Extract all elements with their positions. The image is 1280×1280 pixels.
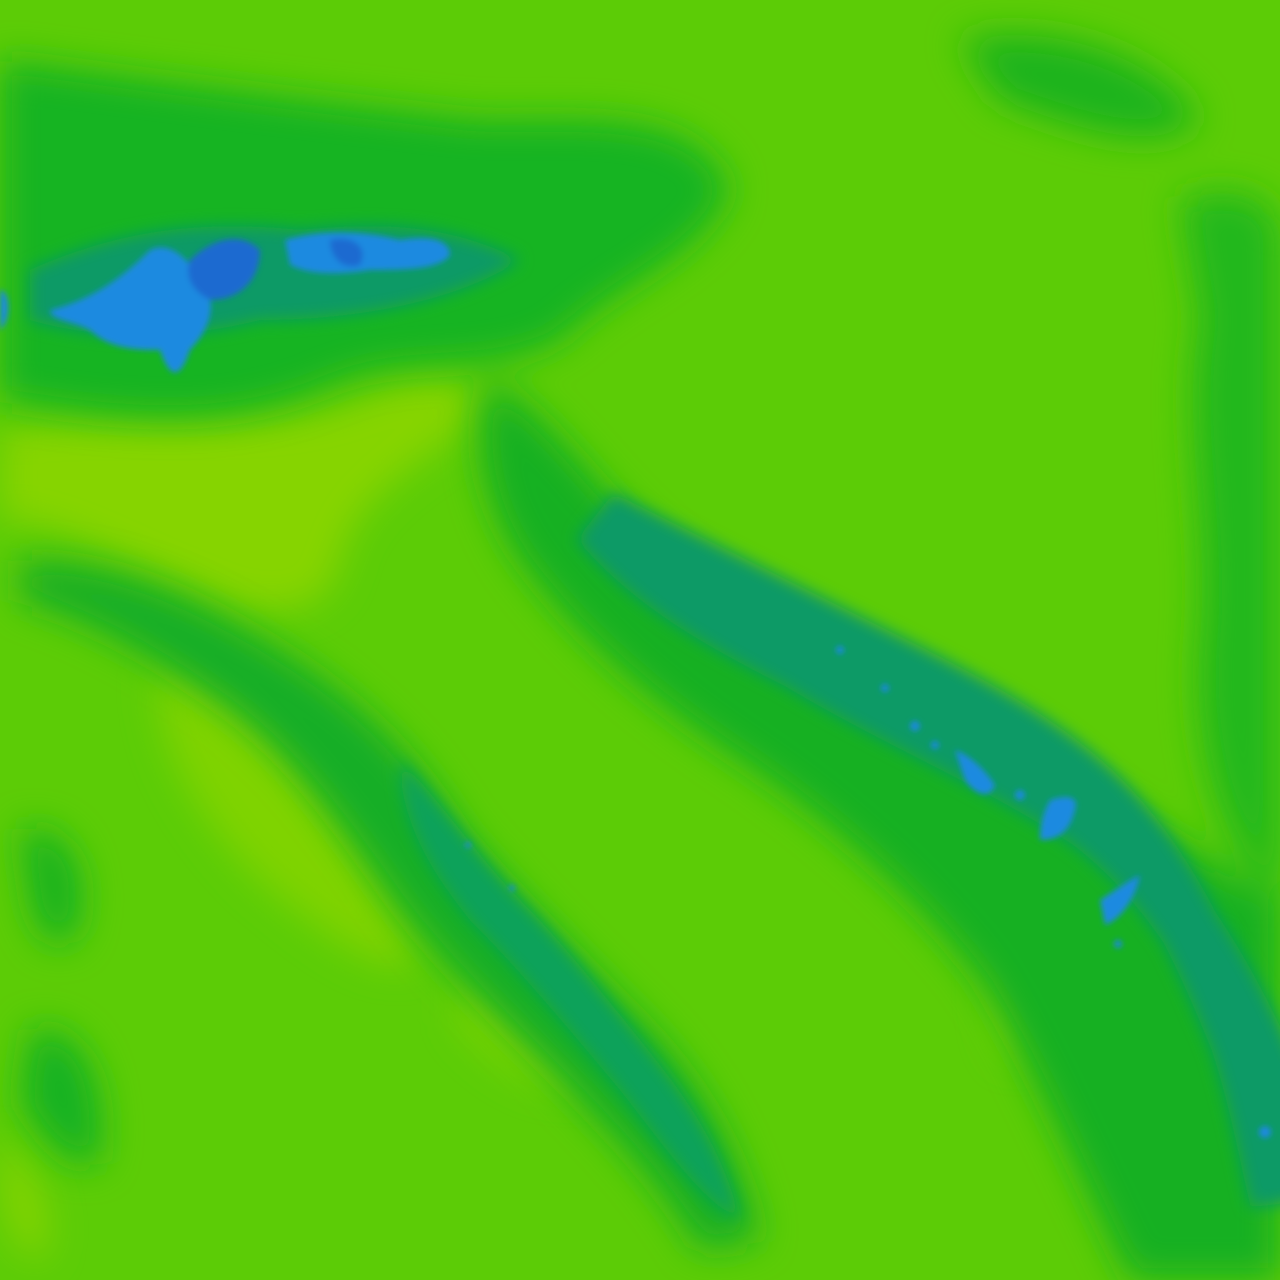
peak-areas bbox=[0, 232, 1271, 1138]
